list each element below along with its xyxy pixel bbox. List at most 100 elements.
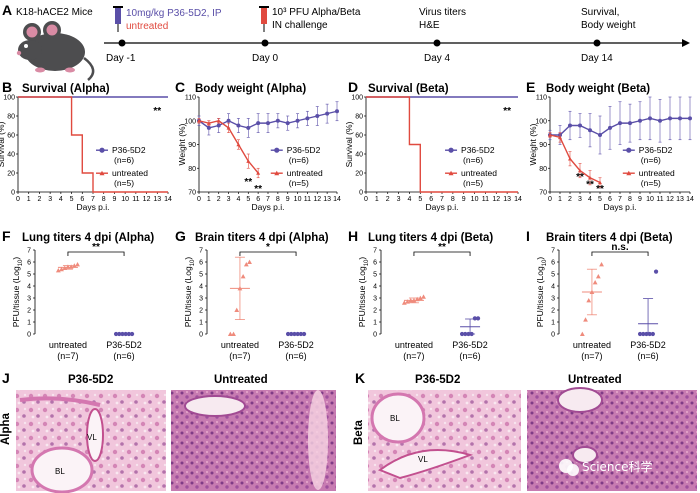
data-point (216, 123, 221, 128)
panel-a: A K18-hACE2 Mice 10mg/kg P36-5D2, IP unt… (2, 2, 690, 81)
y-tick-label: 4 (199, 284, 203, 291)
y-tick-label: 7 (199, 248, 203, 255)
syringe-icon (113, 6, 123, 32)
x-tick-label: 1 (207, 196, 211, 203)
data-point (206, 121, 211, 125)
x-tick-label: 9 (112, 196, 116, 203)
x-tick-label: 6 (80, 196, 84, 203)
y-tick-label: 4 (551, 284, 555, 291)
y-tick-label: 1 (373, 320, 377, 327)
data-point (246, 159, 251, 163)
panel-letter-c: C (175, 79, 185, 95)
data-point (647, 331, 652, 337)
x-tick-label: 4 (236, 196, 240, 203)
data-point (598, 180, 602, 185)
y-axis-label: PFU/tissue (Log10) (183, 257, 196, 328)
x-tick-label: 11 (656, 196, 663, 203)
data-point (256, 171, 261, 175)
data-point (579, 331, 585, 336)
data-point (658, 118, 662, 123)
panel-letter-f: F (2, 228, 11, 244)
data-point (628, 121, 632, 126)
category-label: untreated (49, 340, 87, 350)
panel-letter-d: D (348, 79, 358, 95)
panel-title-e: Body weight (Beta) (546, 83, 650, 95)
data-point (325, 111, 330, 116)
x-tick-label: 6 (608, 196, 612, 203)
significance-label: n.s. (611, 242, 628, 253)
x-tick-label: 3 (48, 196, 52, 203)
watermark-text: Science科学 (582, 459, 653, 474)
legend-n: (n=5) (641, 178, 661, 188)
timeline-day-label: Day 0 (252, 53, 279, 64)
data-point (65, 264, 71, 269)
legend-label: P36-5D2 (639, 145, 673, 155)
x-tick-label: 6 (429, 196, 433, 203)
significance-label: ** (586, 179, 594, 190)
x-tick-label: 7 (618, 196, 622, 203)
y-tick-label: 4 (373, 284, 377, 291)
category-label: P36-5D2 (278, 340, 314, 350)
y-tick-label: 90 (539, 142, 547, 149)
significance-bracket (413, 251, 471, 256)
data-point (595, 274, 601, 279)
category-label: P36-5D2 (106, 340, 142, 350)
panel-letter-g: G (175, 228, 186, 244)
legend-label: untreated (461, 168, 497, 178)
data-point (568, 123, 572, 128)
x-tick-label: 12 (666, 196, 674, 203)
y-tick-label: 40 (355, 152, 363, 159)
legend-marker (274, 147, 280, 153)
category-n: (n=6) (459, 351, 480, 361)
data-point (583, 317, 588, 322)
data-point (266, 121, 270, 126)
bronchiole-lumen (30, 446, 94, 493)
data-point (301, 331, 307, 337)
y-tick-label: 80 (355, 114, 363, 121)
y-tick-label: 7 (551, 248, 555, 255)
x-tick-label: 10 (121, 196, 129, 203)
data-point (421, 294, 426, 299)
panel-letter-k: K (355, 370, 365, 386)
y-tick-label: 60 (355, 133, 363, 140)
significance-label: ** (503, 106, 511, 117)
data-point (216, 118, 221, 123)
category-label: untreated (221, 340, 259, 350)
x-tick-label: 2 (217, 196, 221, 203)
data-point (227, 331, 233, 336)
y-tick-label: 2 (27, 308, 31, 315)
x-tick-label: 10 (646, 196, 654, 203)
legend-n: (n=5) (114, 178, 134, 188)
x-tick-label: 11 (482, 196, 489, 203)
y-tick-label: 80 (188, 166, 196, 173)
x-tick-label: 14 (164, 196, 172, 203)
category-n: (n=6) (637, 351, 658, 361)
y-tick-label: 100 (351, 95, 363, 102)
legend-label: P36-5D2 (461, 145, 495, 155)
y-axis-label: Weight (%) (528, 123, 538, 165)
y-axis-label: PFU/tissue (Log10) (535, 257, 548, 328)
data-point (246, 125, 251, 130)
legend-marker (448, 170, 454, 176)
panel-title-b: Survival (Alpha) (22, 83, 110, 95)
legend-label: untreated (287, 168, 323, 178)
data-point (466, 331, 471, 337)
significance-label: ** (153, 106, 161, 117)
data-point (472, 316, 477, 321)
data-point (240, 274, 246, 279)
panel-letter-e: E (526, 79, 535, 95)
legend-marker (626, 147, 632, 153)
x-tick-label: 2 (386, 196, 390, 203)
category-n: (n=7) (581, 351, 602, 361)
x-tick-label: 8 (102, 196, 106, 203)
vessel-lumen (86, 408, 104, 462)
x-tick-label: 13 (323, 196, 331, 203)
y-tick-label: 20 (355, 171, 363, 178)
legend-n: (n=6) (463, 155, 483, 165)
data-point (592, 280, 598, 285)
y-tick-label: 6 (27, 260, 31, 267)
x-tick-label: 5 (70, 196, 74, 203)
